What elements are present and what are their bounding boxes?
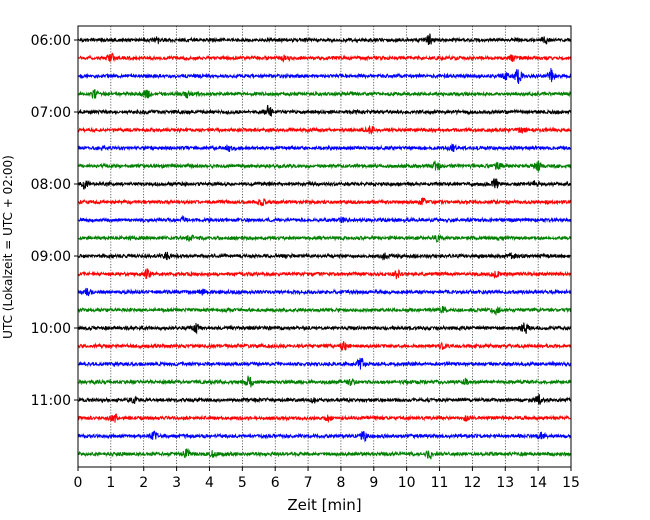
trace-8 [77, 177, 572, 190]
trace-7 [77, 160, 572, 173]
plot-frame [77, 25, 572, 468]
x-tick-label-13: 13 [496, 475, 514, 491]
y-tick-label-4: 10:00 [31, 321, 71, 337]
trace-14 [77, 287, 572, 297]
trace-0 [77, 33, 572, 46]
trace-18 [77, 357, 572, 370]
trace-15 [77, 305, 572, 316]
x-tick-label-2: 2 [139, 475, 148, 491]
x-tick-label-4: 4 [205, 475, 214, 491]
x-tick-label-6: 6 [271, 475, 280, 491]
x-tick-label-8: 8 [336, 475, 345, 491]
trace-layer [77, 33, 572, 460]
x-axis-label: Zeit [min] [287, 496, 361, 514]
trace-4 [77, 104, 572, 117]
y-tick-label-2: 08:00 [31, 177, 71, 193]
x-tick-label-14: 14 [529, 475, 547, 491]
trace-23 [77, 448, 572, 460]
trace-12 [77, 251, 572, 261]
trace-13 [77, 268, 572, 280]
x-tick-label-15: 15 [562, 475, 580, 491]
trace-1 [77, 52, 572, 64]
trace-6 [77, 143, 572, 153]
x-tick-label-3: 3 [172, 475, 181, 491]
trace-11 [77, 234, 572, 243]
trace-20 [77, 393, 572, 405]
trace-3 [77, 89, 572, 100]
x-tick-label-5: 5 [238, 475, 247, 491]
trace-9 [77, 196, 572, 207]
x-tick-label-0: 0 [74, 475, 83, 491]
trace-21 [77, 413, 572, 424]
x-tick-label-11: 11 [431, 475, 449, 491]
trace-17 [77, 341, 572, 352]
x-tick-label-7: 7 [304, 475, 313, 491]
y-axis-label: UTC (Lokalzeit = UTC + 02:00) [1, 155, 15, 339]
trace-10 [77, 214, 572, 224]
y-tick-label-3: 09:00 [31, 249, 71, 265]
trace-2 [77, 68, 572, 85]
trace-22 [77, 430, 572, 443]
x-tick-label-10: 10 [398, 475, 416, 491]
x-tick-label-1: 1 [106, 475, 115, 491]
tick-layer: 0 1 2 3 4 5 6 7 8 9 10 11 12 13 14 1506:0007:0008:0009:… [31, 33, 580, 491]
trace-19 [77, 375, 572, 388]
x-tick-label-12: 12 [463, 475, 481, 491]
trace-5 [77, 125, 572, 135]
x-tick-label-9: 9 [369, 475, 378, 491]
y-tick-label-1: 07:00 [31, 105, 71, 121]
y-tick-label-0: 06:00 [31, 33, 71, 49]
x-grid [110, 26, 539, 467]
y-tick-label-5: 11:00 [31, 393, 71, 409]
trace-16 [77, 322, 572, 335]
